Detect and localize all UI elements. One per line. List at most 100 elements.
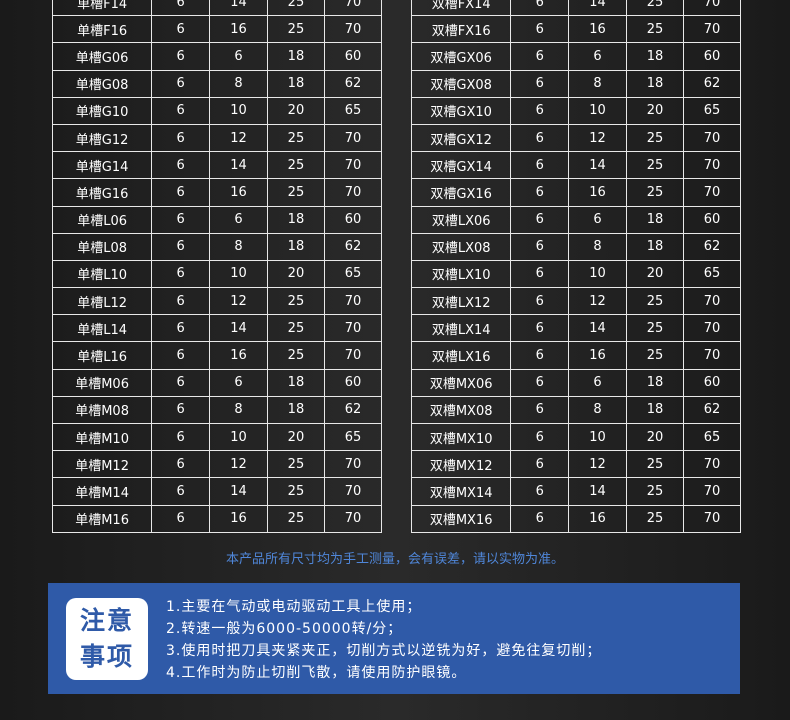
size-cell: 18 xyxy=(626,69,684,98)
size-cell: 6 xyxy=(510,259,570,289)
size-cell: 14 xyxy=(208,477,268,506)
size-cell: 10 xyxy=(568,422,628,452)
row: 单槽G08 6 8 18 62 xyxy=(51,69,383,98)
size-cell: 14 xyxy=(568,151,628,180)
size-cell: 62 xyxy=(683,69,741,98)
size-cell: 20 xyxy=(266,259,325,289)
row: 双槽GX12 6 12 25 70 xyxy=(410,123,741,153)
notice-box: 注意 事项 1.主要在气动或电动驱动工具上使用； 2.转速一般为6000-500… xyxy=(48,583,740,694)
row: 双槽MX10 6 10 20 65 xyxy=(410,422,741,452)
size-cell: 20 xyxy=(626,422,684,452)
size-cell: 70 xyxy=(323,450,383,479)
size-cell: 18 xyxy=(626,42,684,71)
model-cell: 单槽M14 xyxy=(51,477,153,506)
size-cell: 6 xyxy=(510,395,570,425)
size-cell: 25 xyxy=(266,151,325,180)
size-cell: 16 xyxy=(208,504,268,533)
row: 单槽G06 6 6 18 60 xyxy=(51,42,383,71)
row: 单槽M16 6 16 25 70 xyxy=(51,504,383,533)
row: 单槽G10 6 10 20 65 xyxy=(51,96,383,125)
model-cell: 单槽F14 xyxy=(51,0,153,17)
size-cell: 70 xyxy=(323,341,383,370)
size-cell: 8 xyxy=(568,395,628,425)
size-cell: 6 xyxy=(208,368,268,397)
row: 单槽F16 6 16 25 70 xyxy=(51,15,383,44)
model-cell: 双槽FX16 xyxy=(410,15,512,44)
size-cell: 10 xyxy=(568,259,628,289)
size-cell: 25 xyxy=(626,15,684,44)
model-cell: 单槽L06 xyxy=(51,205,153,234)
size-cell: 6 xyxy=(510,151,570,180)
model-cell: 单槽G12 xyxy=(51,123,153,153)
size-cell: 10 xyxy=(208,96,268,125)
notice-badge: 注意 事项 xyxy=(66,598,148,680)
size-cell: 6 xyxy=(151,341,210,370)
model-cell: 单槽M08 xyxy=(51,395,153,425)
model-cell: 双槽LX14 xyxy=(410,314,512,343)
size-cell: 20 xyxy=(266,422,325,452)
row: 单槽L16 6 16 25 70 xyxy=(51,341,383,370)
size-cell: 6 xyxy=(151,422,210,452)
size-cell: 65 xyxy=(323,96,383,125)
size-cell: 70 xyxy=(323,287,383,316)
size-cell: 25 xyxy=(626,151,684,180)
size-cell: 14 xyxy=(208,314,268,343)
size-cell: 6 xyxy=(151,42,210,71)
size-cell: 25 xyxy=(266,314,325,343)
model-cell: 双槽MX06 xyxy=(410,368,512,397)
size-cell: 65 xyxy=(323,422,383,452)
size-cell: 70 xyxy=(323,314,383,343)
row: 单槽M10 6 10 20 65 xyxy=(51,422,383,452)
size-cell: 70 xyxy=(683,123,741,153)
size-cell: 8 xyxy=(568,69,628,98)
row: 单槽M12 6 12 25 70 xyxy=(51,450,383,479)
size-cell: 6 xyxy=(151,314,210,343)
size-cell: 62 xyxy=(323,69,383,98)
row: 单槽L06 6 6 18 60 xyxy=(51,205,383,234)
size-cell: 16 xyxy=(208,15,268,44)
size-cell: 25 xyxy=(266,178,325,207)
row: 单槽L08 6 8 18 62 xyxy=(51,232,383,261)
size-cell: 18 xyxy=(626,395,684,425)
model-cell: 单槽M12 xyxy=(51,450,153,479)
notice-line: 3.使用时把刀具夹紧夹正，切削方式以逆铣为好，避免往复切削； xyxy=(166,643,602,659)
model-cell: 双槽LX08 xyxy=(410,232,512,261)
size-cell: 20 xyxy=(626,259,684,289)
model-cell: 双槽MX12 xyxy=(410,450,512,479)
size-cell: 70 xyxy=(683,314,741,343)
size-cell: 70 xyxy=(683,504,741,533)
size-cell: 25 xyxy=(626,287,684,316)
model-cell: 双槽LX06 xyxy=(410,205,512,234)
right-table: 双槽FX14 6 14 25 70 双槽FX16 6 16 25 70 双槽GX06 6 6 18 60 双槽… xyxy=(410,0,741,533)
model-cell: 单槽G06 xyxy=(51,42,153,71)
row: 单槽F14 6 14 25 70 xyxy=(51,0,383,17)
row: 单槽G14 6 14 25 70 xyxy=(51,151,383,180)
size-cell: 25 xyxy=(266,123,325,153)
size-cell: 70 xyxy=(683,178,741,207)
size-cell: 25 xyxy=(626,504,684,533)
size-cell: 6 xyxy=(151,15,210,44)
size-cell: 6 xyxy=(510,15,570,44)
size-cell: 6 xyxy=(151,96,210,125)
size-cell: 6 xyxy=(510,314,570,343)
size-cell: 25 xyxy=(626,477,684,506)
size-cell: 14 xyxy=(208,151,268,180)
size-cell: 20 xyxy=(626,96,684,125)
size-cell: 70 xyxy=(323,504,383,533)
size-cell: 10 xyxy=(568,96,628,125)
size-cell: 25 xyxy=(266,0,325,17)
size-cell: 16 xyxy=(568,15,628,44)
size-cell: 25 xyxy=(626,314,684,343)
model-cell: 双槽GX16 xyxy=(410,178,512,207)
size-cell: 62 xyxy=(323,232,383,261)
size-cell: 6 xyxy=(568,42,628,71)
size-cell: 65 xyxy=(323,259,383,289)
size-cell: 18 xyxy=(266,395,325,425)
size-cell: 18 xyxy=(266,42,325,71)
model-cell: 双槽GX08 xyxy=(410,69,512,98)
size-cell: 6 xyxy=(510,69,570,98)
size-cell: 6 xyxy=(510,422,570,452)
size-cell: 6 xyxy=(151,178,210,207)
model-cell: 单槽L10 xyxy=(51,259,153,289)
row: 双槽LX12 6 12 25 70 xyxy=(410,287,741,316)
